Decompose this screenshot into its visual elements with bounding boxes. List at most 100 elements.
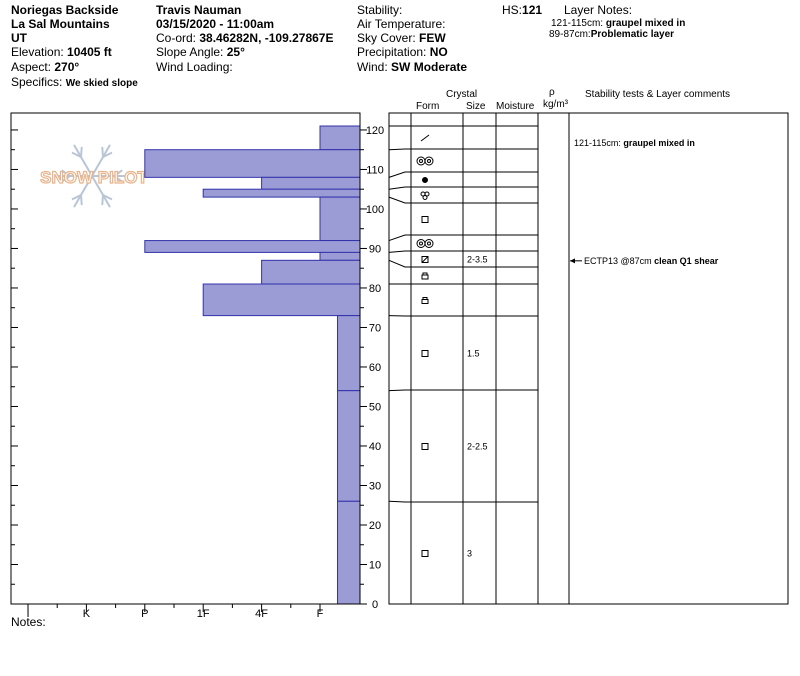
hardness-tick-label: 4F [255,608,268,620]
faceted-square-icon [421,350,429,357]
wind-label: Wind: [357,60,388,74]
crystal-size: 2-3.5 [467,255,488,265]
notes-label: Notes: [11,615,46,629]
mountain-range: La Sal Mountains [11,17,110,31]
aspect-value: 270° [54,60,80,74]
crystal-size: 3 [467,549,472,559]
depth-hoar-icon [421,272,429,280]
hardness-bar [144,240,361,253]
specifics-value: We skied slope [65,78,138,89]
layer-note-1-text: graupel mixed in [605,18,686,29]
hs-value: 121 [522,3,543,17]
layer-note-2-text: Problematic layer [590,29,675,40]
location-name: Noriegas Backside [11,3,119,17]
depth-tick-label: 120 [366,125,384,137]
chart-axes: 0 10 20 30 40 50 60 70 80 90 100 110 120 I K P 1F 4F F [11,125,384,620]
depth-tick-label: 60 [369,362,381,374]
snowflake-icon [56,144,128,208]
slope-row: Slope Angle: 25° [156,45,245,59]
layer-note-2: 89-87cm:Problematic layer [549,29,674,41]
layer-notes-label: Layer Notes: [564,3,633,17]
layer-connector [388,234,411,242]
stability-label: Stability: [357,3,403,17]
ice-dot-icon [422,177,428,183]
elevation-value: 10405 ft [67,45,112,59]
hardness-tick-label: I [26,608,29,620]
wind-row: Wind: SW Moderate [357,60,467,74]
sky-row: Sky Cover: FEW [357,31,446,45]
clustered-grains-icon [420,191,430,200]
graupel-icon [416,239,434,248]
hs-label: HS: [502,3,523,17]
depth-hoar-icon [421,297,429,304]
elevation-label: Elevation: [11,45,64,59]
layer-connector [388,259,411,268]
aspect-row: Aspect: 270° [11,60,79,74]
crystal-size: 2-2.5 [467,442,488,452]
profile-frame [10,112,361,605]
hardness-bar [261,176,361,190]
layer-note-2-range: 89-87cm: [549,29,591,40]
specifics-label: Specifics: [11,75,63,89]
depth-tick-label: 0 [372,599,378,611]
wind-loading-label: Wind Loading: [156,60,233,74]
air-temp-label: Air Temperature: [357,17,446,31]
specifics-row: Specifics: We skied slope [11,75,138,90]
hardness-bar [337,315,361,392]
precip-row: Precipitation: NO [357,45,448,59]
comment-graupel: 121-115cm: graupel mixed in [574,138,695,148]
crystal-header: Crystal [446,89,478,100]
depth-tick-label: 30 [369,480,381,492]
layer-connector [388,148,411,151]
depth-tick-label: 10 [369,559,381,571]
layer-note-1: 121-115cm: graupel mixed in [551,18,685,30]
depth-tick-label: 20 [369,520,381,532]
hardness-tick-label: P [141,608,148,620]
strat-table-frame [388,112,789,605]
faceted-slash-icon [421,256,429,263]
sky-value: FEW [419,31,446,45]
chart-frame [10,112,361,605]
comments-header: Stability tests & Layer comments [585,89,731,100]
depth-tick-label: 50 [369,401,381,413]
crystal-size: 1.5 [467,349,480,359]
layer-note-1-range: 121-115cm: [551,18,604,29]
depth-tick-label: 90 [369,243,381,255]
precip-value: NO [429,45,448,59]
hardness-bars [144,125,361,605]
layer-connector [388,186,411,190]
rho-header: ρ [549,87,555,98]
hardness-bar [261,259,361,285]
observer-name: Travis Nauman [156,3,242,17]
faceted-square-icon [421,216,429,223]
precip-particles-icon [420,134,430,142]
depth-tick-label: 110 [366,164,384,176]
coord-value: 38.46282N, -109.27867E [199,31,334,45]
coord-row: Co-ord: 38.46282N, -109.27867E [156,31,333,45]
layer-connector [388,196,411,204]
hardness-tick-label: 1F [197,608,210,620]
faceted-square-icon [421,443,429,450]
comment-ectp: ECTP13 @87cm clean Q1 shear [584,256,719,266]
hardness-bar [337,390,361,502]
moisture-header: Moisture [496,101,535,112]
slope-label: Slope Angle: [156,45,224,59]
form-header: Form [416,101,440,112]
size-header: Size [466,101,486,112]
depth-tick-label: 80 [369,283,381,295]
layer-connector [388,171,411,178]
elevation-row: Elevation: 10405 ft [11,45,112,59]
wind-value: SW Moderate [391,60,468,74]
hardness-bar [144,149,361,178]
layer-connector [388,500,411,503]
hardness-bar [319,125,361,151]
layer-connector [388,389,411,392]
hardness-bar [319,251,361,261]
hardness-bar [202,283,361,317]
layer-comments: 121-115cm: graupel mixed in ECTP13 @87cm … [570,138,719,266]
observation-datetime: 03/15/2020 - 11:00am [156,17,275,31]
coord-label: Co-ord: [156,31,197,45]
density-unit-header: kg/m³ [543,99,568,110]
hardness-bar [202,188,361,198]
